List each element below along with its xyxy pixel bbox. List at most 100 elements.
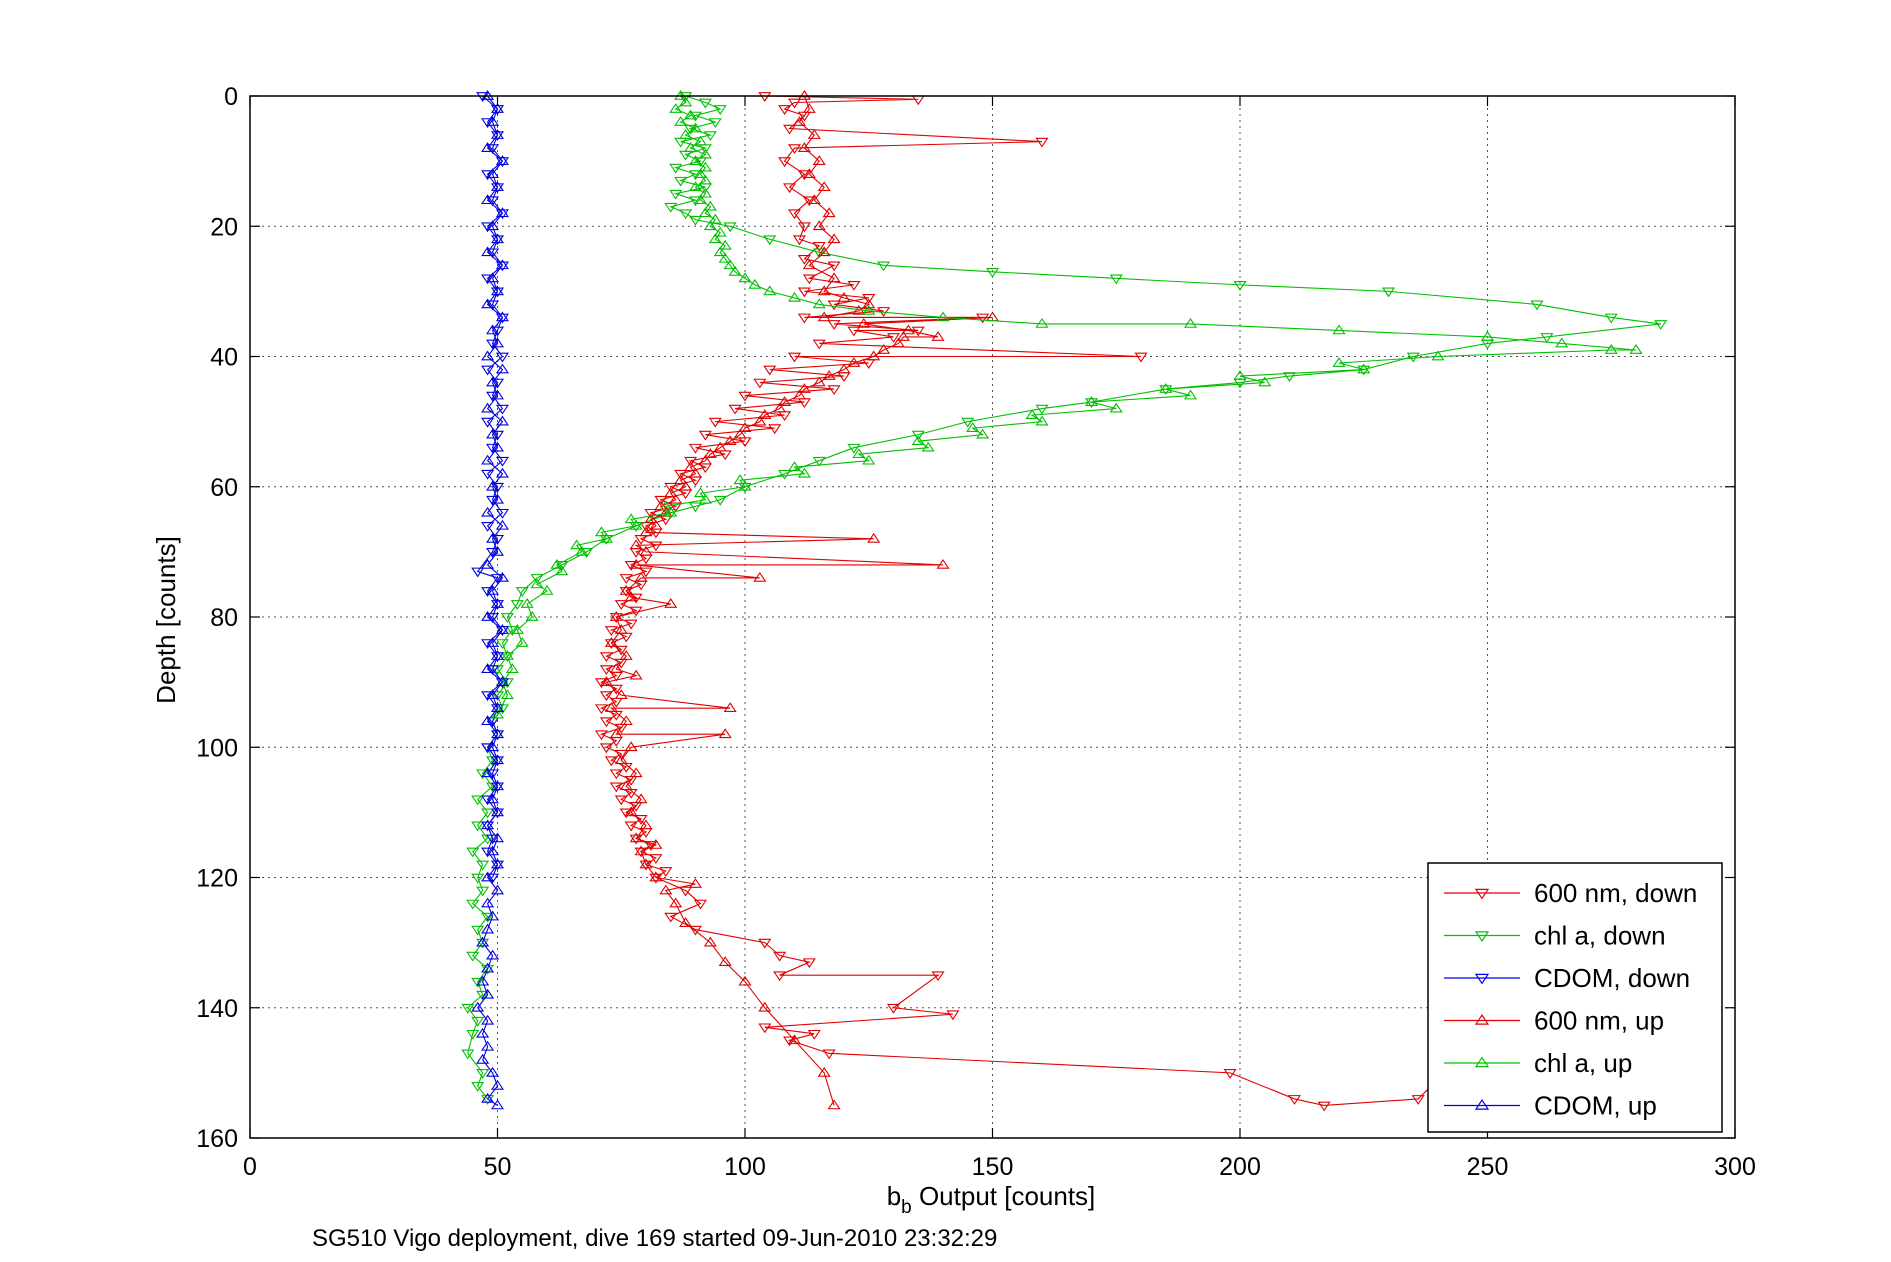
data-point [619, 650, 633, 660]
legend-entries: 600 nm, down chl a, down CDOM, down 600 nm,… [1444, 878, 1697, 1121]
data-point [684, 142, 698, 152]
legend-label: 600 nm, down [1534, 878, 1697, 908]
data-point [486, 376, 500, 387]
data-point [698, 493, 712, 504]
data-point [624, 591, 638, 602]
data-point [684, 109, 698, 120]
data-point [688, 925, 703, 936]
data-point [783, 183, 797, 194]
data-point [931, 971, 945, 982]
legend-marker [1474, 931, 1490, 942]
data-point [664, 506, 678, 517]
data-point [500, 650, 514, 660]
data-point [500, 689, 514, 699]
data-point [1381, 287, 1396, 298]
data-point [490, 652, 505, 663]
data-point [723, 435, 737, 446]
data-point [486, 845, 500, 856]
data-point [886, 1003, 901, 1014]
data-point [758, 92, 772, 102]
data-point [486, 873, 500, 884]
data-point [931, 331, 945, 341]
data-point [495, 571, 509, 582]
data-point [753, 378, 767, 389]
data-point [486, 548, 500, 558]
data-point [495, 519, 509, 530]
data-point [792, 389, 806, 400]
data-point [862, 294, 876, 304]
data-point [481, 118, 495, 128]
data-point [624, 821, 638, 832]
data-point [792, 235, 806, 246]
data-point [837, 291, 851, 302]
data-point [490, 600, 505, 610]
data-point [1035, 317, 1049, 328]
data-point [787, 144, 802, 155]
data-point [599, 743, 613, 754]
data-point [1035, 137, 1049, 148]
data-point [773, 951, 787, 962]
data-point [649, 519, 663, 530]
data-point [1604, 313, 1618, 324]
y-axis-label: Depth [counts] [151, 536, 181, 704]
data-point [827, 233, 841, 244]
data-point [758, 938, 772, 949]
data-point [688, 155, 703, 165]
data-point [1332, 357, 1346, 367]
data-point [713, 495, 727, 506]
data-point [495, 207, 509, 218]
data-point [471, 1016, 485, 1027]
data-point [778, 157, 792, 168]
data-point [481, 819, 495, 830]
data-point [495, 678, 509, 689]
data-point [812, 241, 826, 252]
data-point [827, 272, 841, 283]
data-point [669, 189, 683, 200]
data-point [490, 181, 505, 192]
data-point [490, 650, 505, 660]
data-point [476, 92, 490, 102]
data-point [792, 116, 806, 126]
data-point [495, 624, 509, 634]
data-point [886, 333, 901, 343]
data-point [674, 116, 688, 126]
legend-entry: CDOM, down [1444, 963, 1690, 993]
data-point [490, 378, 505, 389]
data-point [490, 858, 505, 869]
data-point [490, 285, 505, 296]
data-point [486, 144, 500, 155]
data-point [748, 278, 762, 289]
y-tick-label: 160 [196, 1125, 238, 1153]
data-point [471, 567, 485, 578]
data-point [1233, 370, 1247, 380]
data-point [1431, 350, 1445, 361]
data-point [490, 493, 505, 504]
data-point [698, 98, 712, 109]
data-point [629, 767, 643, 778]
data-point [476, 769, 490, 780]
data-point [604, 626, 618, 636]
data-point [1480, 331, 1495, 341]
data-point [490, 702, 505, 713]
data-point [817, 285, 831, 296]
data-point [783, 124, 797, 135]
data-point [674, 90, 688, 100]
data-point [634, 815, 648, 825]
data-point [555, 561, 569, 571]
data-point [619, 585, 633, 595]
data-point [486, 689, 500, 699]
data-point [753, 571, 767, 582]
data-point [461, 1003, 475, 1014]
legend-entry: CDOM, up [1444, 1091, 1657, 1121]
data-point [609, 769, 623, 780]
data-point [490, 730, 505, 741]
data-point [466, 847, 480, 858]
data-point [807, 129, 821, 139]
data-point [629, 832, 643, 843]
data-point [476, 990, 490, 1001]
data-point [688, 502, 703, 513]
data-point [599, 665, 613, 676]
legend-label: 600 nm, up [1534, 1006, 1664, 1036]
data-point [486, 665, 500, 676]
data-point [486, 196, 500, 207]
